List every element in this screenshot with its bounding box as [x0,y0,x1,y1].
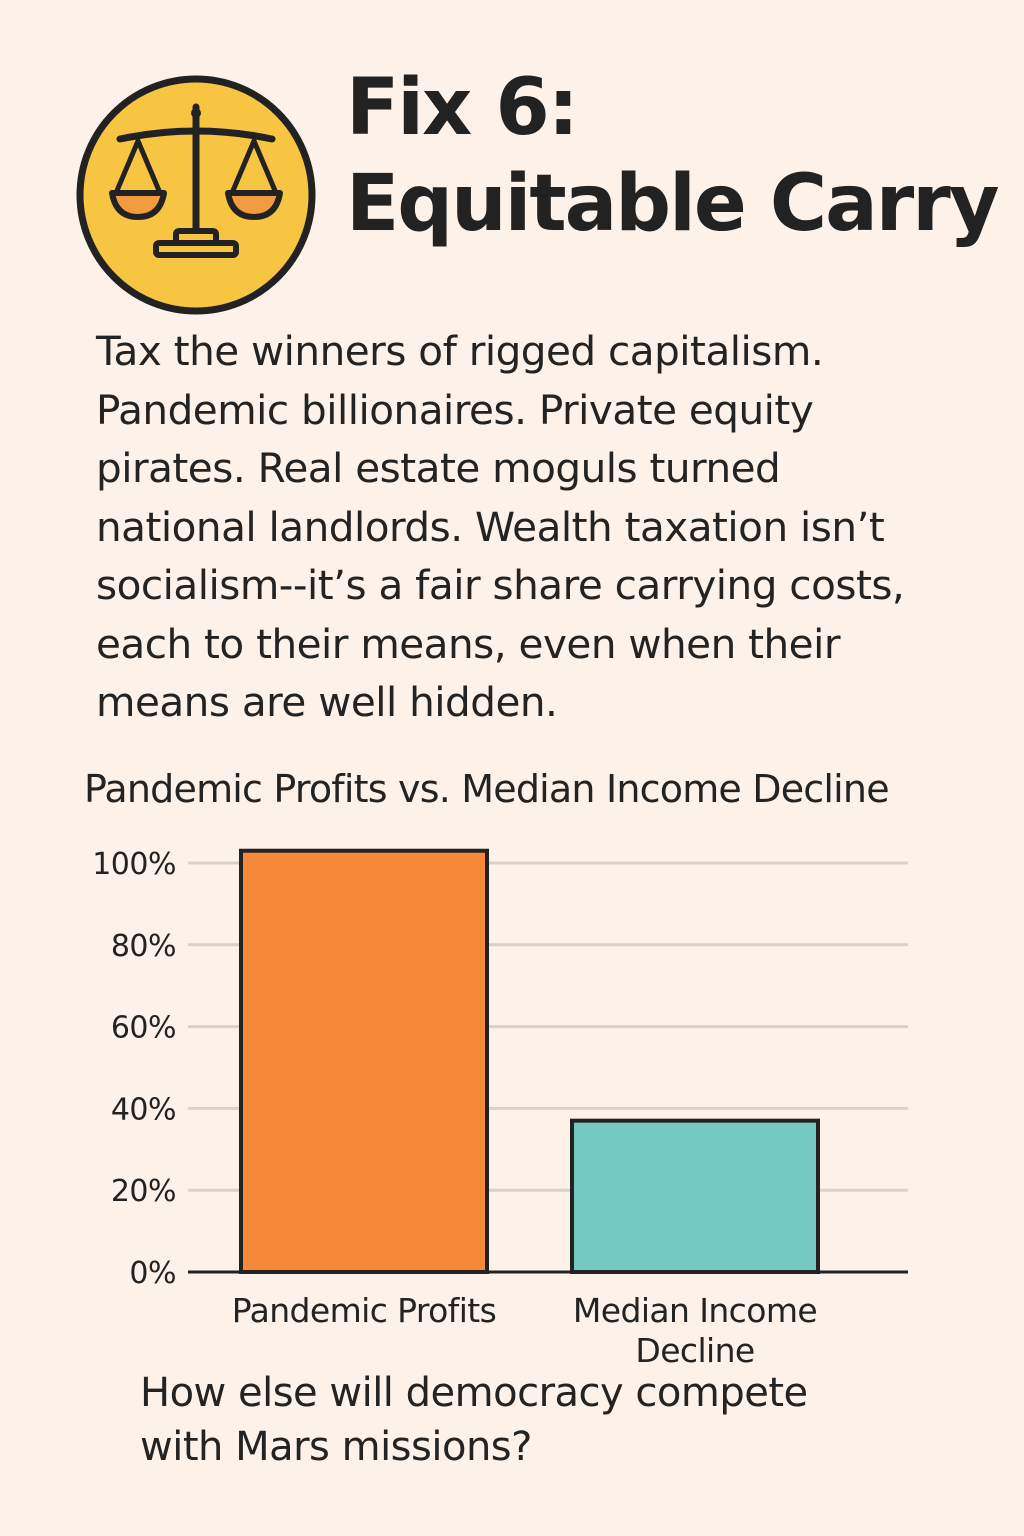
body-paragraph: Tax the winners of rigged capitalism. Pa… [96,322,976,732]
y-tick-label: 80% [111,929,176,964]
body-line: pirates. Real estate moguls turned [96,444,781,492]
closing-question-line: with Mars missions? [140,1424,532,1470]
bar-chart: 0% 20% 40% 60% 80% 100% Pandemic Profits Median… [92,847,908,1370]
y-tick-label: 40% [111,1092,176,1127]
y-tick-label: 0% [129,1256,176,1291]
bar [570,1118,820,1275]
bar [239,848,489,1274]
body-line: socialism--it’s a fair share carrying co… [96,561,905,609]
page-title: Fix 6: Equitable Carry [346,60,1000,252]
chart-title: Pandemic Profits vs. Median Income Decli… [84,767,890,811]
body-line: means are well hidden. [96,678,558,726]
x-tick-label: Pandemic Profits [232,1291,496,1330]
header: Fix 6: Equitable Carry [0,0,1024,315]
y-tick-label: 20% [111,1174,176,1209]
x-tick-label: Decline [635,1331,754,1370]
body-line: national landlords. Wealth taxation isn’… [96,502,885,551]
page-title-line: Equitable Carry [346,159,1000,249]
scales-of-justice-icon [76,75,316,315]
closing-question: How else will democracy compete with Mar… [140,1366,808,1474]
y-tick-label: 60% [111,1011,176,1046]
body-line: each to their means, even when their [96,619,841,668]
body-line: Tax the winners of rigged capitalism. [96,327,824,375]
page-title-line: Fix 6: [346,63,579,153]
body-line: Pandemic billionaires. Private equity [96,385,814,434]
y-tick-label: 100% [92,847,176,882]
x-tick-label: Median Income [573,1291,817,1330]
closing-question-line: How else will democracy compete [140,1370,808,1416]
